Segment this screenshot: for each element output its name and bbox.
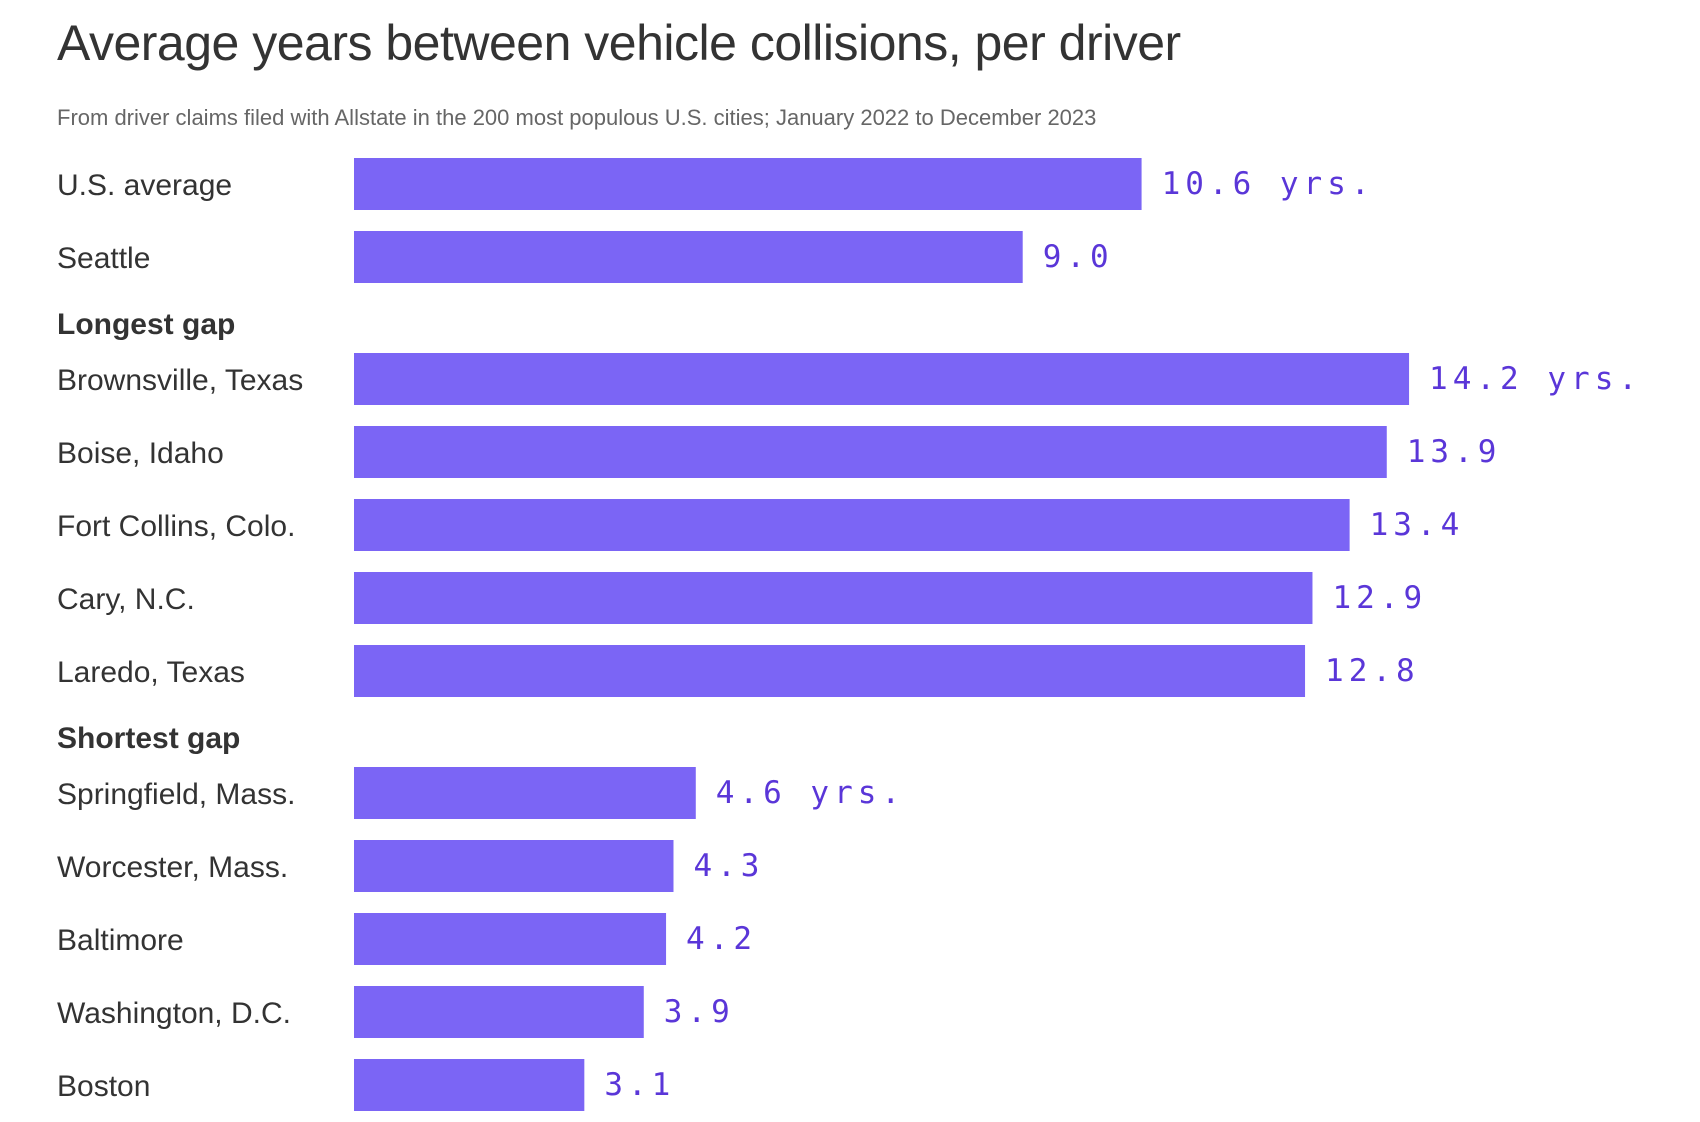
row-label: Brownsville, Texas — [57, 364, 303, 397]
value-label: 12.8 — [1325, 653, 1420, 689]
row-label: Washington, D.C. — [57, 997, 291, 1030]
bar — [354, 986, 644, 1038]
value-label: 9.0 — [1043, 239, 1114, 275]
value-label: 4.6 yrs. — [716, 775, 905, 811]
row-label: Laredo, Texas — [57, 656, 245, 689]
row-label: Baltimore — [57, 924, 184, 957]
value-label: 4.3 — [693, 848, 764, 884]
bar — [354, 572, 1313, 624]
row-label: U.S. average — [57, 169, 232, 202]
bar — [354, 231, 1023, 283]
chart-title: Average years between vehicle collisions… — [57, 15, 1181, 71]
row-label: Springfield, Mass. — [57, 778, 295, 811]
row-label: Fort Collins, Colo. — [57, 510, 295, 543]
value-label: 12.9 — [1332, 580, 1427, 616]
value-label: 4.2 — [686, 921, 757, 957]
bar — [354, 1059, 585, 1111]
bar — [354, 426, 1387, 478]
group-label: Longest gap — [57, 308, 235, 341]
bar — [354, 767, 696, 819]
bar — [354, 499, 1350, 551]
value-label: 13.4 — [1370, 507, 1465, 543]
value-label: 10.6 yrs. — [1162, 166, 1375, 202]
value-label: 3.9 — [664, 994, 735, 1030]
group-label: Shortest gap — [57, 722, 240, 755]
row-label: Boston — [57, 1070, 150, 1103]
value-label: 13.9 — [1407, 434, 1502, 470]
row-label: Seattle — [57, 242, 150, 275]
value-label: 3.1 — [604, 1067, 675, 1103]
row-label: Boise, Idaho — [57, 437, 224, 470]
row-label: Worcester, Mass. — [57, 851, 288, 884]
row-label: Cary, N.C. — [57, 583, 195, 616]
bar — [354, 840, 674, 892]
bar — [354, 353, 1410, 405]
bar — [354, 158, 1142, 210]
bar — [354, 645, 1306, 697]
chart-subtitle: From driver claims filed with Allstate i… — [57, 105, 1097, 130]
bar — [354, 913, 667, 965]
value-label: 14.2 yrs. — [1429, 361, 1642, 397]
